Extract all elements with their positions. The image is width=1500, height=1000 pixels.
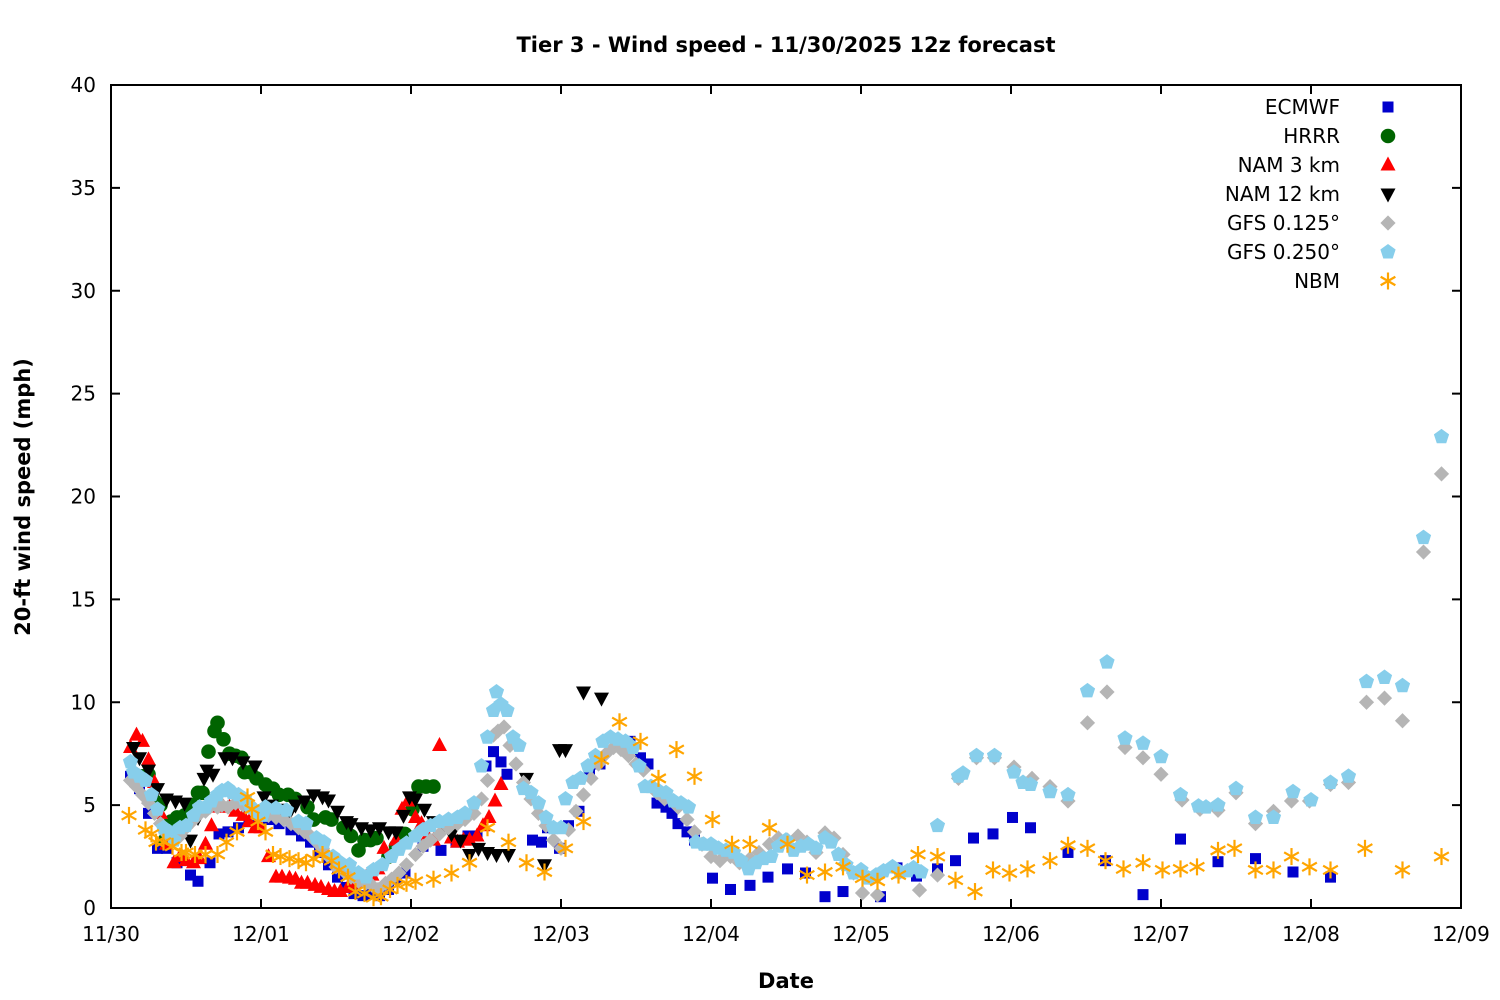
y-tick-label: 25 <box>71 382 96 406</box>
x-tick-label: 12/02 <box>382 922 440 946</box>
x-tick-label: 12/05 <box>832 922 890 946</box>
chart-title: Tier 3 - Wind speed - 11/30/2025 12z for… <box>516 33 1055 57</box>
legend-item-gfs-0-125-: GFS 0.125° <box>1227 211 1396 235</box>
legend: ECMWF HRRR NAM 3 km NAM 12 km GFS 0.125° GFS … <box>1225 95 1396 293</box>
legend-label: GFS 0.250° <box>1227 240 1340 264</box>
y-axis-label: 20-ft wind speed (mph) <box>11 358 35 636</box>
legend-item-ecmwf: ECMWF <box>1265 95 1394 119</box>
legend-label: GFS 0.125° <box>1227 211 1340 235</box>
y-tick-label: 30 <box>71 279 96 303</box>
x-tick-label: 12/01 <box>232 922 290 946</box>
x-tick-label: 12/06 <box>982 922 1040 946</box>
legend-item-nam-12-km: NAM 12 km <box>1225 182 1396 206</box>
plot-border <box>110 84 1462 909</box>
y-tick-label: 40 <box>71 73 96 97</box>
legend-marker-circle-icon <box>1380 128 1396 144</box>
y-tick-label: 20 <box>71 485 96 509</box>
legend-item-nbm: NBM <box>1294 269 1396 293</box>
legend-marker-square-icon <box>1382 101 1394 113</box>
x-tick-label: 12/09 <box>1432 922 1490 946</box>
y-tick-label: 35 <box>71 176 96 200</box>
legend-label: ECMWF <box>1265 95 1340 119</box>
legend-marker-triangle-up-icon <box>1380 156 1396 171</box>
y-tick-label: 15 <box>71 587 96 611</box>
legend-marker-pentagon-icon <box>1380 244 1396 259</box>
y-tick-label: 5 <box>83 793 96 817</box>
legend-label: HRRR <box>1283 124 1340 148</box>
x-axis-label: Date <box>758 969 814 993</box>
series-nbm <box>121 713 1450 907</box>
x-tick-label: 11/30 <box>82 922 140 946</box>
legend-marker-diamond-icon <box>1380 215 1396 231</box>
legend-marker-asterisk-icon <box>1380 272 1396 290</box>
x-tick-label: 12/04 <box>682 922 740 946</box>
x-tick-label: 12/07 <box>1132 922 1190 946</box>
legend-label: NAM 12 km <box>1225 182 1340 206</box>
legend-label: NAM 3 km <box>1238 153 1340 177</box>
legend-label: NBM <box>1294 269 1340 293</box>
y-tick-label: 0 <box>83 896 96 920</box>
legend-item-gfs-0-250-: GFS 0.250° <box>1227 240 1396 264</box>
x-tick-label: 12/08 <box>1282 922 1340 946</box>
legend-item-nam-3-km: NAM 3 km <box>1238 153 1396 177</box>
legend-item-hrrr: HRRR <box>1283 124 1396 148</box>
x-tick-label: 12/03 <box>532 922 590 946</box>
legend-marker-triangle-down-icon <box>1380 188 1396 203</box>
y-tick-label: 10 <box>71 690 96 714</box>
